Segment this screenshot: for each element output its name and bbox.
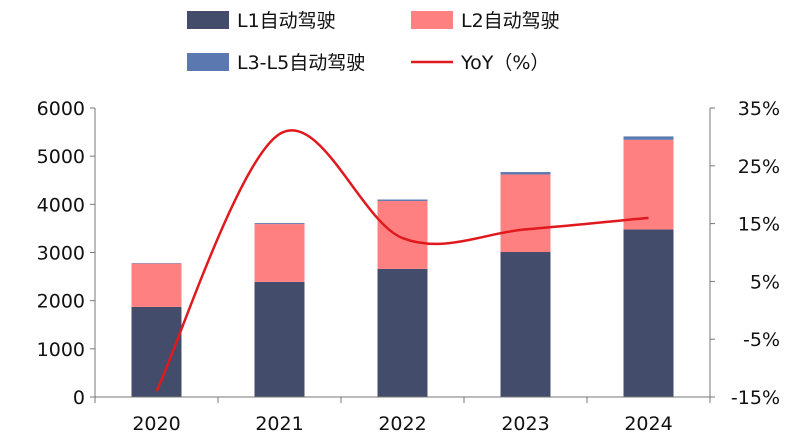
legend-item-l1-label: L1自动驾驶 <box>237 10 336 32</box>
bar-2023-series-2 <box>500 172 551 175</box>
bar-2024-series-1 <box>623 139 674 230</box>
legend-item-l3-l5-swatch <box>187 53 229 71</box>
legend-item-l1-swatch <box>187 11 229 29</box>
left-tick-label-3000: 3000 <box>37 243 85 265</box>
bar-2024-series-2 <box>623 136 674 140</box>
right-tick-label-5: 35% <box>738 98 780 120</box>
yoy-line-layer <box>155 129 649 392</box>
bar-2024-series-0 <box>623 229 674 397</box>
x-tick-label-2024: 2024 <box>624 413 672 435</box>
bar-2023-series-1 <box>500 174 551 253</box>
bar-2021-series-1 <box>254 224 305 282</box>
legend-item-l2-label: L2自动驾驶 <box>461 10 560 32</box>
x-tick-label-2020: 2020 <box>132 413 180 435</box>
left-tick-label-4000: 4000 <box>37 194 85 216</box>
left-tick-label-2000: 2000 <box>37 291 85 313</box>
right-tick-label-4: 25% <box>738 156 780 178</box>
yoy-line <box>155 129 649 392</box>
x-tick-label-2022: 2022 <box>378 413 426 435</box>
left-tick-label-6000: 6000 <box>37 98 85 120</box>
bar-2022-series-0 <box>377 268 428 397</box>
bar-2022-series-1 <box>377 200 428 269</box>
right-tick-label-0: -15% <box>731 387 780 409</box>
left-tick-label-0: 0 <box>73 387 85 409</box>
right-tick-label-2: 5% <box>750 271 780 293</box>
legend-item-yoy-label: YoY（%） <box>460 52 549 74</box>
x-tick-label-2023: 2023 <box>501 413 549 435</box>
chart-axes: 0 1000 2000 3000 4000 5000 6000 -15% -5% 5% 15% 25%… <box>37 98 780 435</box>
legend-item-l2-swatch <box>411 11 453 29</box>
left-tick-label-1000: 1000 <box>37 339 85 361</box>
right-tick-label-3: 15% <box>738 214 780 236</box>
legend-item-l3-l5-label: L3-L5自动驾驶 <box>237 52 365 74</box>
right-tick-label-1: -5% <box>743 329 780 351</box>
bar-2020-series-0 <box>131 306 182 397</box>
x-tick-label-2021: 2021 <box>255 413 303 435</box>
bar-2022-series-2 <box>377 199 428 201</box>
bar-2021-series-0 <box>254 281 305 397</box>
bar-2021-series-2 <box>254 223 305 225</box>
bar-2020-series-1 <box>131 263 182 307</box>
bar-2023-series-0 <box>500 252 551 397</box>
bar-series <box>131 136 674 397</box>
chart-legend: L1自动驾驶 L2自动驾驶 L3-L5自动驾驶 YoY（%） <box>187 10 560 74</box>
left-tick-label-5000: 5000 <box>37 146 85 168</box>
